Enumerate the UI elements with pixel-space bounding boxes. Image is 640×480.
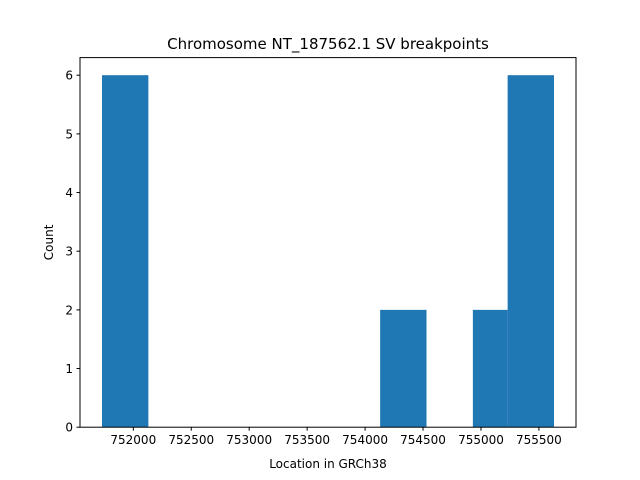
y-tick-label: 1: [65, 362, 73, 376]
y-tick-label: 6: [65, 69, 73, 83]
histogram-bar: [472, 309, 508, 428]
x-tick-label: 753500: [284, 433, 330, 447]
histogram-bar: [380, 309, 427, 428]
y-tick-label: 2: [65, 303, 73, 317]
x-axis-label: Location in GRCh38: [269, 457, 387, 471]
y-tick-label: 5: [65, 127, 73, 141]
histogram-bar: [102, 75, 149, 428]
y-tick-label: 4: [65, 186, 73, 200]
histogram-bar: [507, 75, 554, 428]
x-tick-label: 752500: [168, 433, 214, 447]
y-axis-ticks: 0 1 2 3 4 5 6: [65, 69, 80, 435]
x-tick-label: 754500: [400, 433, 446, 447]
y-tick-label: 3: [65, 245, 73, 259]
x-tick-label: 755000: [458, 433, 504, 447]
y-tick-label: 0: [65, 421, 73, 435]
x-tick-label: 755500: [516, 433, 562, 447]
x-tick-label: 752000: [110, 433, 156, 447]
y-axis-label: Count: [42, 224, 56, 260]
x-tick-label: 754000: [342, 433, 388, 447]
x-axis-ticks: 752000 752500 753000 753500 754000 754500 7550…: [110, 427, 562, 447]
chart-title: Chromosome NT_187562.1 SV breakpoints: [167, 35, 489, 54]
x-tick-label: 753000: [226, 433, 272, 447]
plot-frame: [79, 57, 577, 428]
bars-group: [102, 75, 554, 428]
